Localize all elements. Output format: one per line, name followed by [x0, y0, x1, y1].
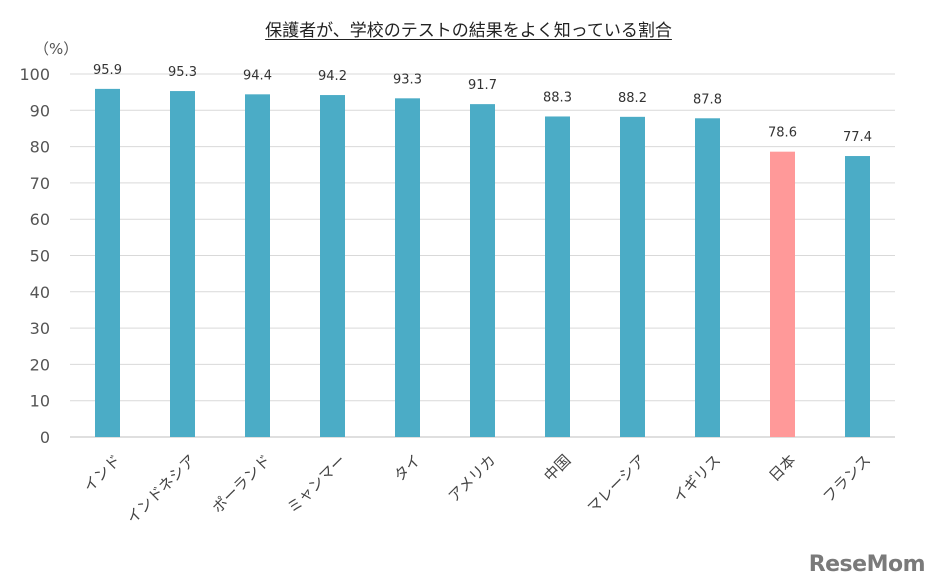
y-tick-label: 50	[30, 247, 50, 266]
bar	[470, 104, 495, 437]
data-label: 94.2	[318, 69, 347, 84]
x-tick-label: ミャンマー	[284, 451, 350, 517]
x-tick-label: タイ	[390, 451, 424, 485]
data-label: 88.2	[618, 91, 647, 106]
x-tick-label: インド	[80, 451, 125, 496]
y-tick-label: 90	[30, 101, 50, 120]
bar	[170, 91, 195, 437]
bar	[245, 94, 270, 437]
data-label: 93.3	[393, 72, 422, 87]
bar	[695, 118, 720, 437]
y-tick-label: 0	[40, 428, 50, 447]
y-tick-label: 20	[30, 355, 50, 374]
bar	[770, 151, 795, 437]
data-label: 87.8	[693, 92, 722, 107]
bar	[395, 98, 420, 438]
y-tick-label: 70	[30, 174, 50, 193]
y-tick-label: 80	[30, 138, 50, 157]
data-label: 91.7	[468, 78, 497, 93]
bar	[845, 156, 870, 437]
y-tick-label: 40	[30, 283, 50, 302]
x-tick-label: フランス	[819, 451, 874, 506]
bar	[545, 116, 570, 437]
chart-title: 保護者が、学校のテストの結果をよく知っている割合	[265, 21, 672, 41]
y-tick-label: 30	[30, 319, 50, 338]
data-label: 88.3	[543, 90, 572, 105]
x-tick-label: マレーシア	[584, 451, 650, 517]
bar	[320, 95, 345, 437]
x-tick-label: ポーランド	[209, 451, 275, 517]
x-tick-label: アメリカ	[445, 451, 500, 506]
y-tick-label: 60	[30, 210, 50, 229]
x-tick-label: イギリス	[669, 451, 724, 506]
bar	[95, 88, 120, 438]
x-tick-label: 日本	[765, 451, 799, 485]
x-tick-label: インドネシア	[123, 451, 199, 527]
data-label: 95.3	[168, 65, 197, 80]
y-axis-unit: （%）	[34, 40, 79, 58]
data-label: 95.9	[93, 63, 122, 78]
x-tick-label: 中国	[540, 451, 574, 485]
y-tick-label: 10	[30, 392, 50, 411]
data-label: 77.4	[843, 130, 872, 145]
resemom-logo: ReseMom	[808, 552, 926, 577]
data-label: 78.6	[768, 126, 797, 141]
y-tick-label: 100	[19, 65, 50, 84]
data-label: 94.4	[243, 68, 272, 83]
bar	[620, 116, 645, 438]
